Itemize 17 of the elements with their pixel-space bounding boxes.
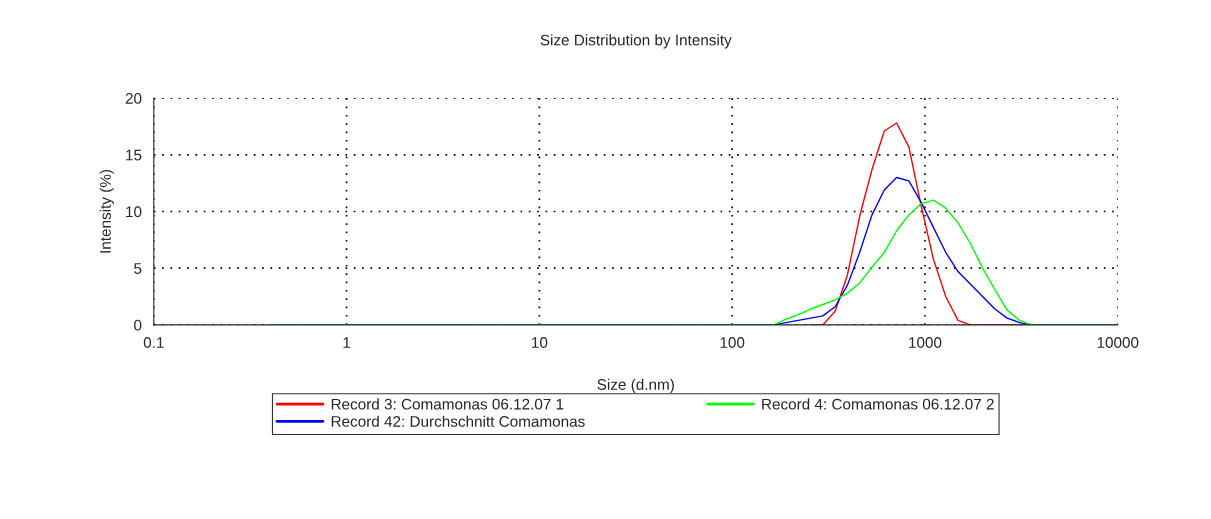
x-tick-label: 10000 [1097,337,1139,348]
y-tick-label: 0 [134,319,142,331]
y-tick-label: 10 [126,206,142,218]
y-tick-label: 5 [134,263,142,274]
x-tick-label: 1 [343,337,351,348]
legend-label: Record 4: Comamonas 06.12.07 2 [762,398,994,410]
x-tick-label: 100 [720,337,745,348]
legend-label: Record 42: Durchschnitt Comamonas [331,415,585,427]
y-axis-title: Intensity (%) [99,169,114,253]
x-tick-label: 10 [532,337,548,348]
x-tick-label: 1000 [909,337,942,348]
x-axis-title: Size (d.nm) [597,378,674,393]
x-tick-label: 0.1 [143,337,164,348]
y-tick-label: 20 [125,92,142,104]
y-tick-label: 15 [126,149,142,161]
legend-label: Record 3: Comamonas 06.12.07 1 [331,398,564,410]
chart-title: Size Distribution by Intensity [540,34,732,49]
